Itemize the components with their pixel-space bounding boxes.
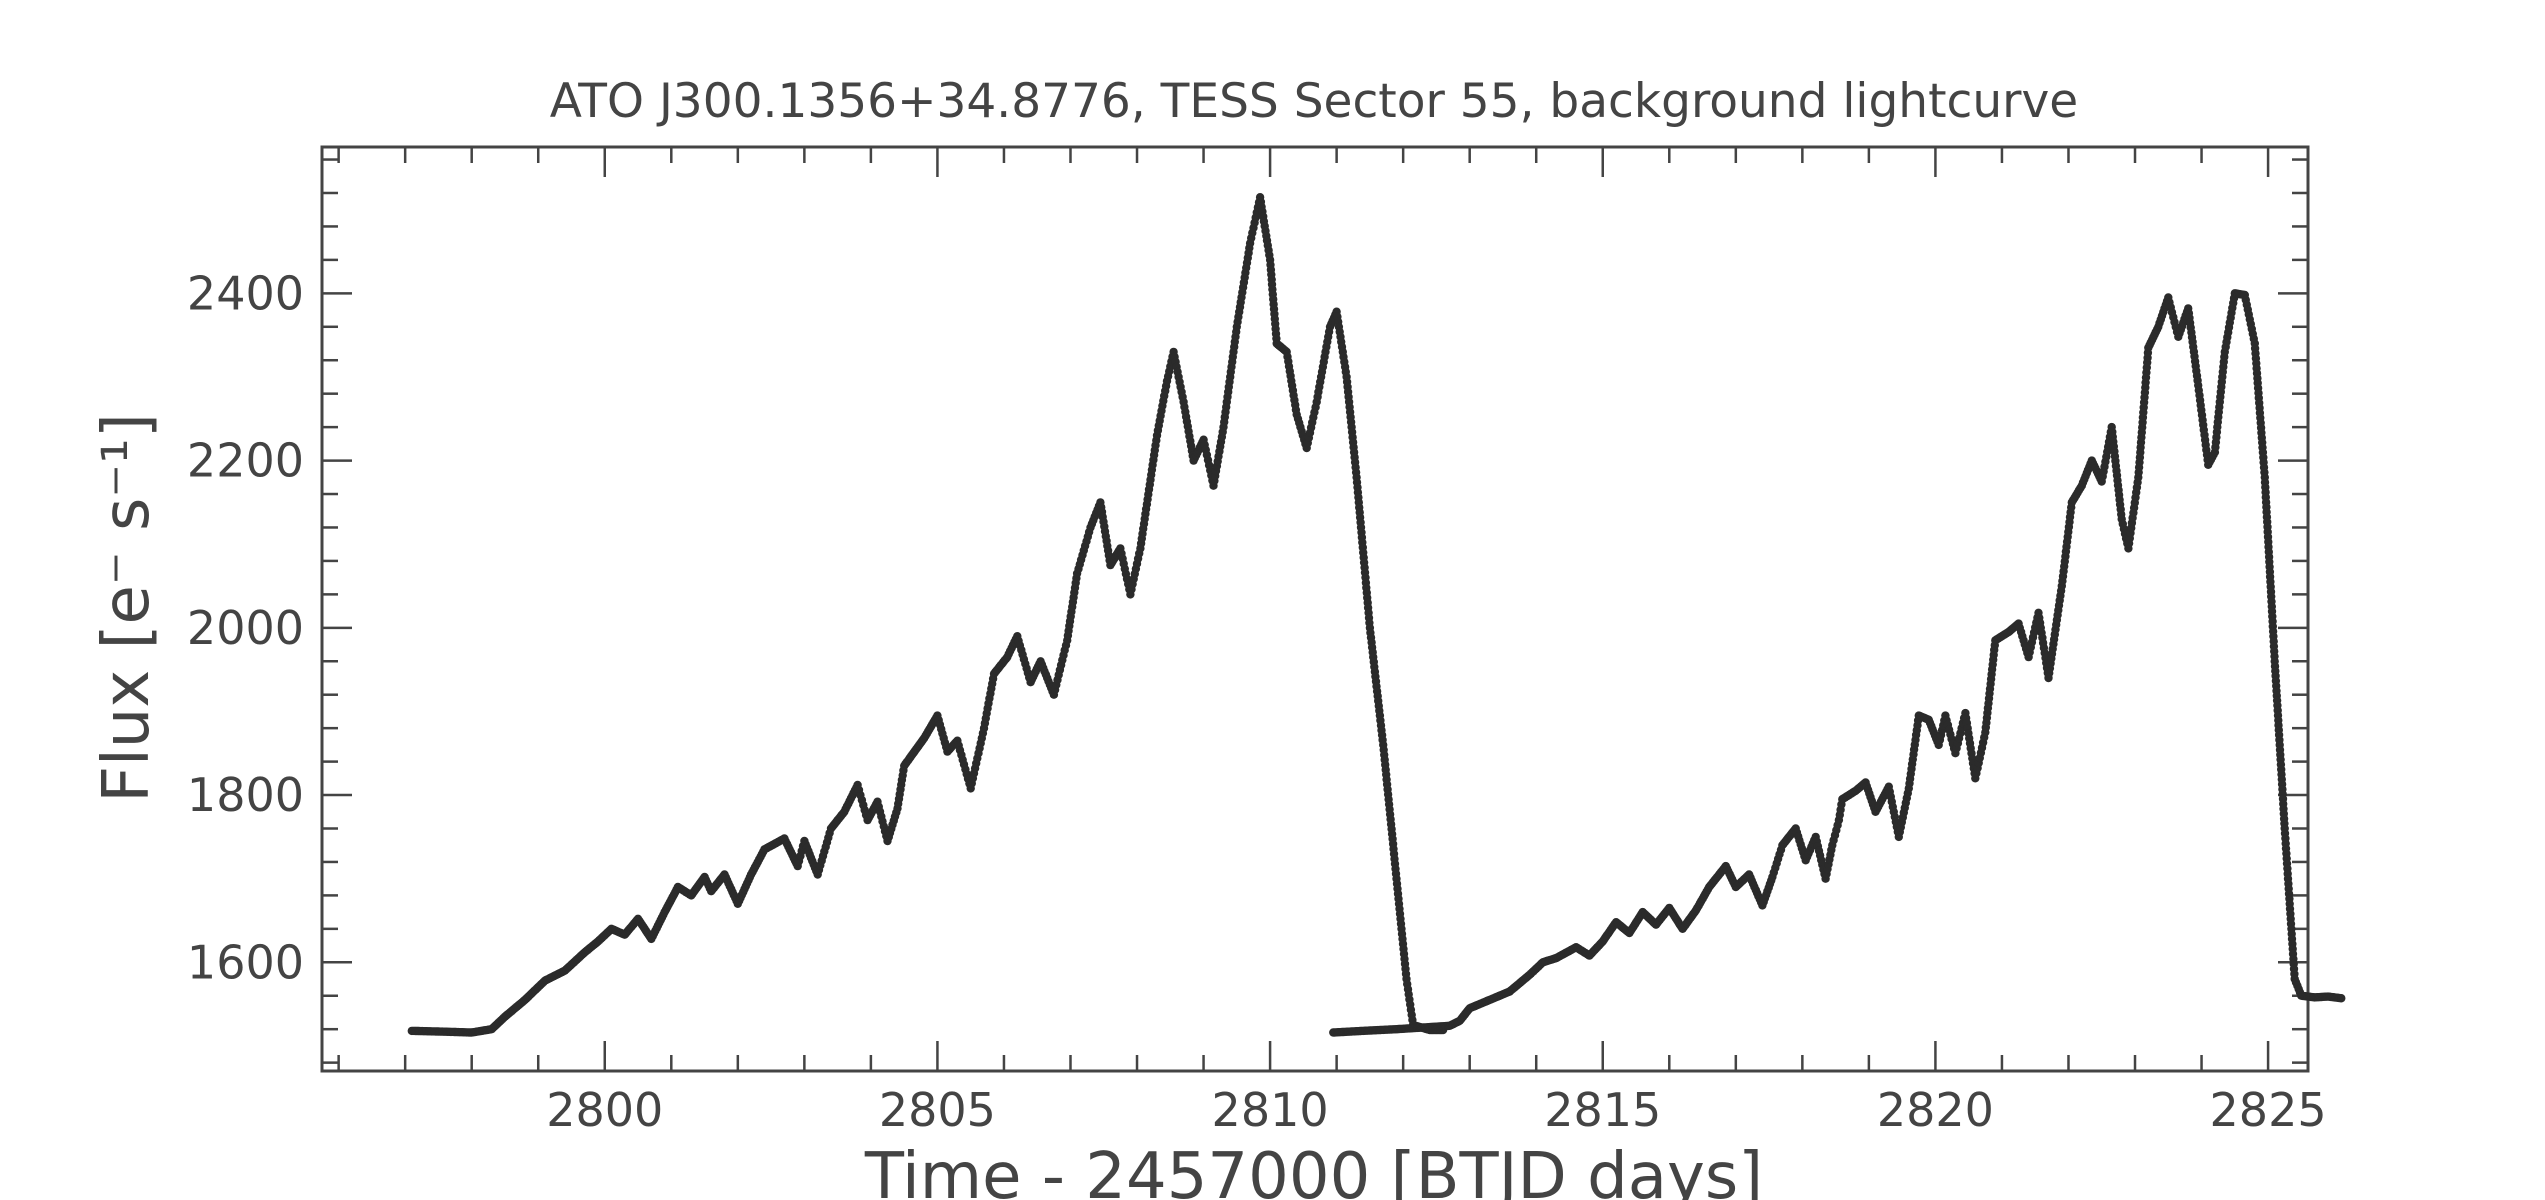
x-axis: 2800 2805 2810 2815 2820 2825 — [337, 147, 2327, 1137]
y-tick-label: 2200 — [187, 434, 304, 488]
data-point — [2337, 994, 2346, 1003]
x-tick-label: 2805 — [879, 1083, 996, 1137]
x-tick-label: 2820 — [1877, 1083, 1994, 1137]
data-points — [407, 193, 2346, 1037]
x-tick-label: 2825 — [2210, 1083, 2327, 1137]
x-tick-label: 2800 — [546, 1083, 663, 1137]
y-axis: 1600 1800 2000 2200 2400 — [187, 158, 2308, 1064]
y-axis-label: Flux [e⁻ s⁻¹] — [90, 413, 164, 803]
x-tick-label: 2810 — [1212, 1083, 1329, 1137]
x-tick-label: 2815 — [1544, 1083, 1661, 1137]
chart-title: ATO J300.1356+34.8776, TESS Sector 55, b… — [550, 74, 2078, 129]
plot-frame — [320, 145, 2310, 1073]
y-tick-label: 2000 — [187, 601, 304, 655]
y-tick-label: 2400 — [187, 266, 304, 320]
y-tick-label: 1600 — [187, 935, 304, 989]
y-tick-label: 1800 — [187, 768, 304, 822]
x-axis-label: Time - 2457000 [BTJD days] — [864, 1140, 1763, 1200]
